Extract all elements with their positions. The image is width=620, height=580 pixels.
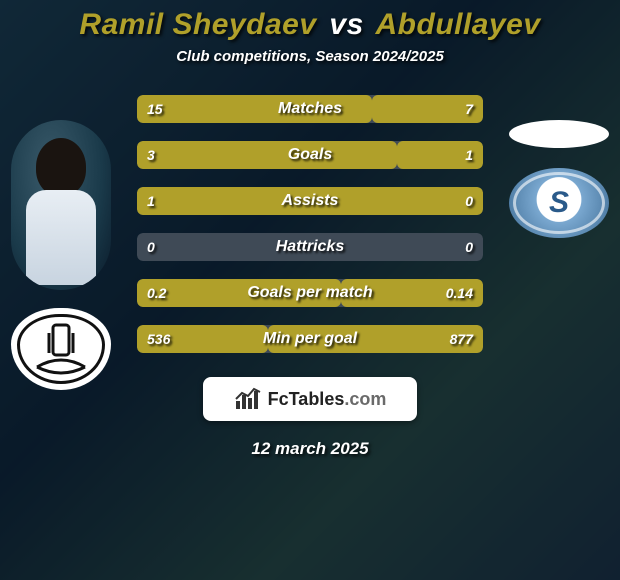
stat-value-right: 7 [465,101,473,117]
stat-value-left: 3 [147,147,155,163]
stat-label: Assists [282,192,339,210]
player1-club-badge [11,308,111,390]
stat-value-left: 0.2 [147,285,166,301]
brand-name: FcTables [268,389,345,409]
stat-value-right: 0.14 [446,285,473,301]
title-player2: Abdullayev [376,8,541,41]
player1-avatar [11,120,111,290]
brand-logo: FcTables.com [203,377,417,421]
stat-value-right: 0 [465,193,473,209]
stat-label: Hattricks [276,238,344,256]
comparison-bars: 15 7 Matches 3 1 Goals 1 0 Assists 0 0 Hattricks 0.2… [137,95,483,353]
right-side-panel: S [504,120,614,256]
left-side-panel [6,120,116,390]
title-vs: vs [329,8,363,41]
stat-row: 15 7 Matches [137,95,483,123]
stat-label: Min per goal [263,330,357,348]
chart-icon [234,387,262,411]
title-player1: Ramil Sheydaev [79,8,316,41]
brand-text: FcTables.com [268,389,387,410]
stat-row: 0.2 0.14 Goals per match [137,279,483,307]
player2-avatar [509,120,609,148]
club-letter: S [549,186,569,220]
stat-value-right: 877 [450,331,473,347]
stat-label: Goals per match [247,284,372,302]
stat-row: 0 0 Hattricks [137,233,483,261]
date-label: 12 march 2025 [0,439,620,459]
player2-club-badge: S [509,168,609,238]
bar-fill-left [137,141,397,169]
stat-value-left: 536 [147,331,170,347]
stat-value-left: 0 [147,239,155,255]
stat-value-left: 1 [147,193,155,209]
stat-row: 536 877 Min per goal [137,325,483,353]
content: Ramil Sheydaev vs Abdullayev Club compet… [0,0,620,580]
stat-row: 1 0 Assists [137,187,483,215]
stat-label: Matches [278,100,342,118]
stat-value-right: 0 [465,239,473,255]
stat-value-left: 15 [147,101,163,117]
subtitle: Club competitions, Season 2024/2025 [0,48,620,65]
stat-value-right: 1 [465,147,473,163]
stat-row: 3 1 Goals [137,141,483,169]
stat-label: Goals [288,146,332,164]
page-title: Ramil Sheydaev vs Abdullayev [0,8,620,42]
brand-tld: .com [344,389,386,409]
